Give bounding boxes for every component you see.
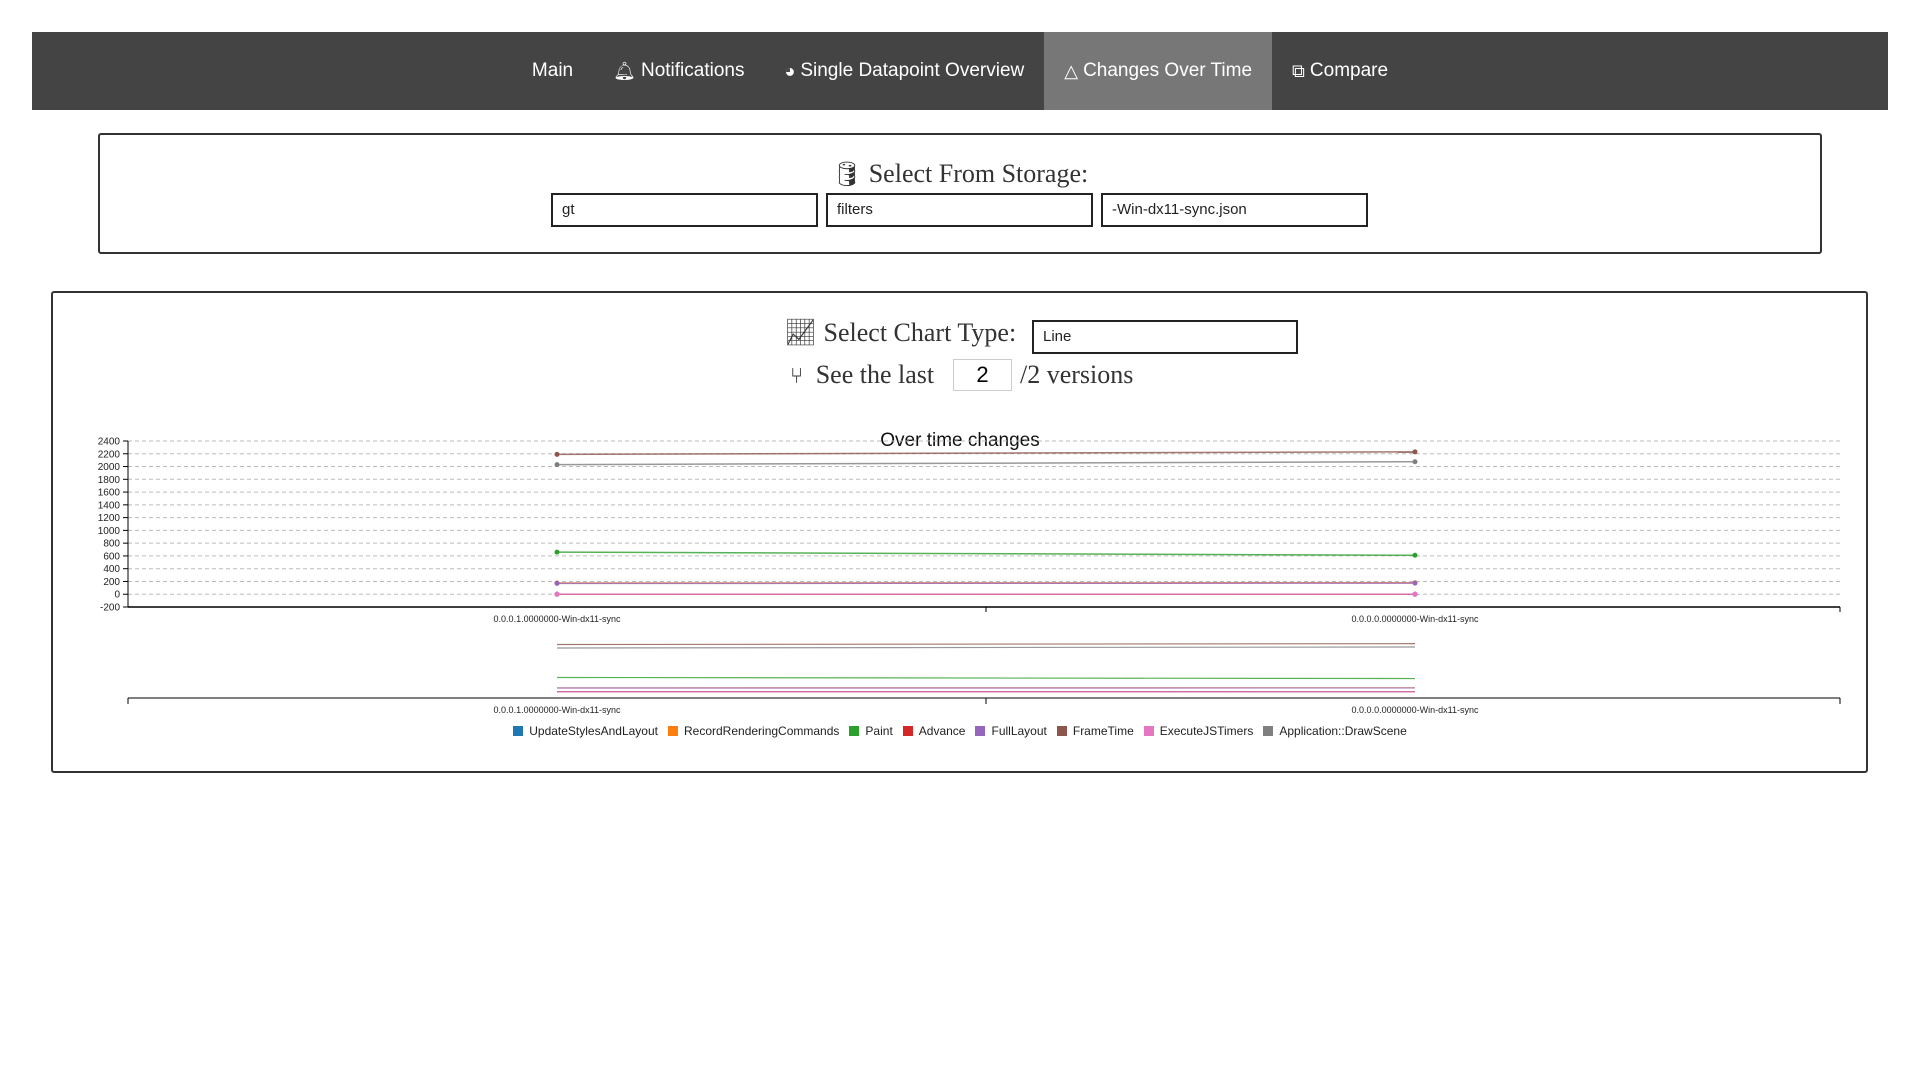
y-tick-label: 1800 xyxy=(98,475,121,486)
dashboard-icon: ◕ xyxy=(784,60,796,81)
nav-main[interactable]: Main xyxy=(512,32,593,110)
y-tick-label: -200 xyxy=(100,603,120,614)
series-line-paint xyxy=(556,551,1416,557)
branch-icon: ⑂ xyxy=(790,363,804,388)
legend-item[interactable]: Paint xyxy=(849,724,893,738)
copy-icon: ⧉ xyxy=(1292,60,1305,81)
y-tick-label: 1200 xyxy=(98,513,121,524)
y-tick-label: 2400 xyxy=(98,437,121,448)
legend-swatch xyxy=(1143,726,1154,736)
line-chart-icon: 📈︎ xyxy=(784,318,818,347)
database-icon: 🛢︎ xyxy=(831,162,863,188)
y-tick-label: 2200 xyxy=(98,449,121,460)
series-line-application-drawscene xyxy=(556,461,1416,466)
legend-swatch xyxy=(668,726,678,736)
legend-swatch xyxy=(1263,726,1274,736)
top-nav: Main 🔔︎ Notifications ◕ Single Datapoint O… xyxy=(32,32,1888,110)
y-tick-label: 800 xyxy=(103,539,120,550)
storage-input-1[interactable]: gt xyxy=(551,193,818,227)
nav-notifications-label: Notifications xyxy=(640,60,745,81)
y-tick-label: 1400 xyxy=(98,500,121,511)
legend-item[interactable]: FrameTime xyxy=(1056,724,1134,738)
series-line-frametime xyxy=(556,451,1416,456)
data-point-fulllayout xyxy=(554,580,560,586)
y-tick-label: 200 xyxy=(103,577,120,588)
nav-compare[interactable]: ⧉ Compare xyxy=(1272,32,1408,110)
storage-input-2[interactable]: filters xyxy=(826,193,1093,227)
data-point-fulllayout xyxy=(1412,580,1418,586)
brush-line-paint xyxy=(556,676,1416,680)
brush-x-tick-label: 0.0.0.1.0000000-Win-dx11-sync xyxy=(494,705,621,715)
y-tick-label: 600 xyxy=(103,551,120,562)
versions-suffix: /2 versions xyxy=(1020,360,1134,389)
legend-item[interactable]: RecordRenderingCommands xyxy=(668,724,839,738)
y-tick-label: 1000 xyxy=(98,526,121,537)
storage-panel: 🛢︎ Select From Storage: xyxy=(98,133,1822,254)
legend-item[interactable]: Advance xyxy=(902,724,966,738)
data-point-frametime xyxy=(554,451,560,457)
data-point-frametime xyxy=(1412,449,1418,455)
chart-title: Over time changes xyxy=(880,430,1039,451)
legend-swatch xyxy=(902,726,913,736)
y-tick-label: 2000 xyxy=(98,462,121,473)
versions-input[interactable]: 2 xyxy=(953,359,1012,391)
storage-title-text: Select From Storage: xyxy=(868,159,1089,188)
legend-swatch xyxy=(1056,726,1067,736)
legend-swatch xyxy=(849,726,860,736)
see-last-text: See the last xyxy=(815,360,935,389)
legend-label: RecordRenderingCommands xyxy=(684,724,840,738)
data-point-executejstimers xyxy=(554,591,560,597)
legend-label: Advance xyxy=(918,724,966,738)
y-tick-label: 0 xyxy=(114,590,120,601)
nav-notifications[interactable]: 🔔︎ Notifications xyxy=(593,32,764,110)
y-tick-label: 400 xyxy=(103,564,120,575)
legend-label: FullLayout xyxy=(991,724,1047,738)
legend-swatch xyxy=(975,726,986,736)
chart-panel xyxy=(51,291,1868,773)
legend-label: FrameTime xyxy=(1072,724,1134,738)
data-point-paint xyxy=(1412,552,1418,558)
see-last-label: ⑂ See the last xyxy=(790,360,934,390)
legend-item[interactable]: UpdateStylesAndLayout xyxy=(513,724,658,738)
legend-label: UpdateStylesAndLayout xyxy=(529,724,658,738)
legend-item[interactable]: ExecuteJSTimers xyxy=(1143,724,1254,738)
legend-label: Application::DrawScene xyxy=(1279,724,1407,738)
nav-changes-over-time[interactable]: △ Changes Over Time xyxy=(1044,32,1273,110)
chart-type-label: 📈︎ Select Chart Type: xyxy=(784,318,1016,348)
chart-legend: UpdateStylesAndLayout RecordRenderingComm… xyxy=(0,724,1920,738)
storage-input-3[interactable]: -Win-dx11-sync.json xyxy=(1101,193,1368,227)
chart-type-label-text: Select Chart Type: xyxy=(823,318,1017,347)
data-point-executejstimers xyxy=(1412,591,1418,597)
brush-line-frametime xyxy=(556,643,1416,646)
legend-swatch xyxy=(513,726,524,736)
data-point-application-drawscene xyxy=(1412,459,1418,465)
delta-icon: △ xyxy=(1064,60,1079,81)
legend-item[interactable]: Application::DrawScene xyxy=(1263,724,1407,738)
legend-label: Paint xyxy=(865,724,893,738)
nav-main-label: Main xyxy=(531,60,574,81)
nav-single-datapoint[interactable]: ◕ Single Datapoint Overview xyxy=(764,32,1044,110)
data-point-paint xyxy=(554,549,560,555)
nav-single-datapoint-label: Single Datapoint Overview xyxy=(800,60,1025,81)
chart-type-select[interactable]: Line xyxy=(1032,320,1298,354)
x-tick-label: 0.0.0.0.0000000-Win-dx11-sync xyxy=(1352,614,1479,624)
nav-changes-label: Changes Over Time xyxy=(1083,60,1253,81)
data-point-application-drawscene xyxy=(554,462,560,468)
bell-icon: 🔔︎ xyxy=(613,60,636,81)
storage-title: 🛢︎ Select From Storage: xyxy=(100,159,1820,189)
brush-line-application-drawscene xyxy=(556,646,1416,649)
x-tick-label: 0.0.0.1.0000000-Win-dx11-sync xyxy=(494,614,621,624)
brush-x-tick-label: 0.0.0.0.0000000-Win-dx11-sync xyxy=(1352,705,1479,715)
legend-label: ExecuteJSTimers xyxy=(1159,724,1254,738)
legend-item[interactable]: FullLayout xyxy=(975,724,1047,738)
nav-compare-label: Compare xyxy=(1309,60,1389,81)
y-tick-label: 1600 xyxy=(98,488,121,499)
